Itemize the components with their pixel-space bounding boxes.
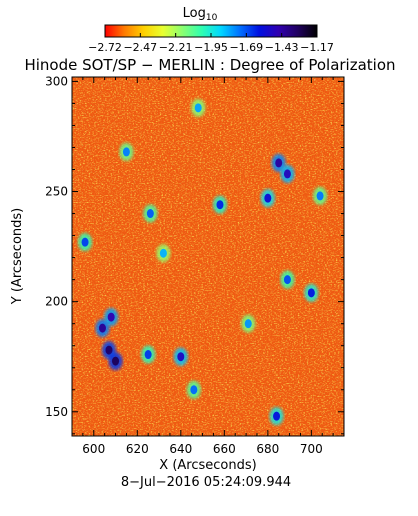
colorbar-tick-label: −1.17 [300, 41, 334, 54]
patch-core [81, 237, 89, 247]
colorbar-ticks: −2.72 −2.47 −2.21 −1.95 −1.69 −1.43 −1.17 [88, 33, 334, 54]
patch-core [190, 385, 198, 395]
colorbar-label: Log10 [183, 6, 218, 23]
patch-core [194, 103, 202, 113]
x-axis: 600 620 640 660 680 700 [82, 77, 345, 456]
colorbar-tick-label: −2.47 [123, 41, 157, 54]
y-tick-label: 250 [45, 185, 68, 199]
x-tick-label: 660 [213, 442, 236, 456]
patch-core [146, 209, 154, 219]
x-axis-label: X (Arcseconds) [159, 458, 256, 473]
patch-core [273, 411, 281, 421]
patch-core [307, 288, 315, 298]
patch-core [98, 323, 106, 333]
patch-core [316, 191, 324, 201]
y-axis: 150 200 250 300 [45, 74, 344, 435]
y-axis-label: Y (Arcseconds) [10, 208, 25, 305]
heatmap-patches [78, 98, 328, 426]
patch-core [107, 312, 115, 322]
y-tick-label: 150 [45, 405, 68, 419]
patch-core [177, 352, 185, 362]
patch-core [283, 275, 291, 285]
colorbar-tick-label: −2.72 [88, 41, 122, 54]
heatmap-texture-green [72, 77, 344, 436]
y-tick-label: 200 [45, 295, 68, 309]
patch-core [275, 158, 283, 168]
patch-core [144, 350, 152, 360]
patch-core [216, 200, 224, 210]
colorbar-tick-label: −1.43 [265, 41, 299, 54]
patch-core [283, 169, 291, 179]
colorbar-tick-label: −1.95 [194, 41, 228, 54]
chart-title: Hinode SOT/SP − MERLIN : Degree of Polar… [24, 56, 395, 74]
x-tick-label: 600 [82, 442, 105, 456]
patch-core [112, 356, 120, 366]
x-tick-label: 700 [300, 442, 323, 456]
patch-core [159, 248, 167, 258]
patch-core [105, 345, 113, 355]
observation-date: 8−Jul−2016 05:24:09.944 [121, 475, 291, 490]
patch-core [264, 193, 272, 203]
y-tick-label: 300 [45, 74, 68, 88]
colorbar-tick-label: −1.69 [229, 41, 263, 54]
colorbar-tick-label: −2.21 [159, 41, 193, 54]
heatmap-area [72, 77, 344, 436]
patch-core [244, 319, 252, 329]
x-tick-label: 680 [256, 442, 279, 456]
patch-core [122, 147, 130, 157]
plot-frame [71, 76, 345, 437]
x-tick-label: 640 [169, 442, 192, 456]
x-tick-label: 620 [126, 442, 149, 456]
